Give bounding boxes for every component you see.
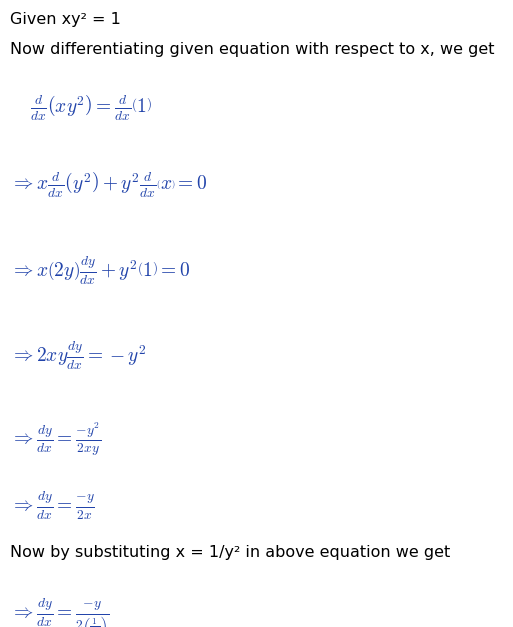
Text: Given xy² = 1: Given xy² = 1 (10, 12, 121, 27)
Text: $\Rightarrow x\left(2y\right)\frac{dy}{dx} + y^2\left(1\right) = 0$: $\Rightarrow x\left(2y\right)\frac{dy}{d… (10, 255, 190, 287)
Text: $\frac{d}{dx}\left(xy^2\right) = \frac{d}{dx}\left(1\right)$: $\frac{d}{dx}\left(xy^2\right) = \frac{d… (30, 93, 152, 123)
Text: $\Rightarrow \frac{dy}{dx} = \frac{-y}{2x}$: $\Rightarrow \frac{dy}{dx} = \frac{-y}{2… (10, 490, 95, 522)
Text: $\Rightarrow \frac{dy}{dx} = \frac{-y^2}{2xy}$: $\Rightarrow \frac{dy}{dx} = \frac{-y^2}… (10, 420, 101, 458)
Text: Now by substituting x = 1/y² in above equation we get: Now by substituting x = 1/y² in above eq… (10, 545, 450, 560)
Text: $\Rightarrow x\frac{d}{dx}\left(y^2\right) + y^2\frac{d}{dx}\left(x\right) = 0$: $\Rightarrow x\frac{d}{dx}\left(y^2\righ… (10, 170, 207, 199)
Text: $\Rightarrow 2xy\frac{dy}{dx} = -y^2$: $\Rightarrow 2xy\frac{dy}{dx} = -y^2$ (10, 340, 147, 372)
Text: Now differentiating given equation with respect to x, we get: Now differentiating given equation with … (10, 42, 495, 57)
Text: $\Rightarrow \frac{dy}{dx} = \frac{-y}{2\left(\frac{1}{y^2}\right)}$: $\Rightarrow \frac{dy}{dx} = \frac{-y}{2… (10, 597, 109, 627)
